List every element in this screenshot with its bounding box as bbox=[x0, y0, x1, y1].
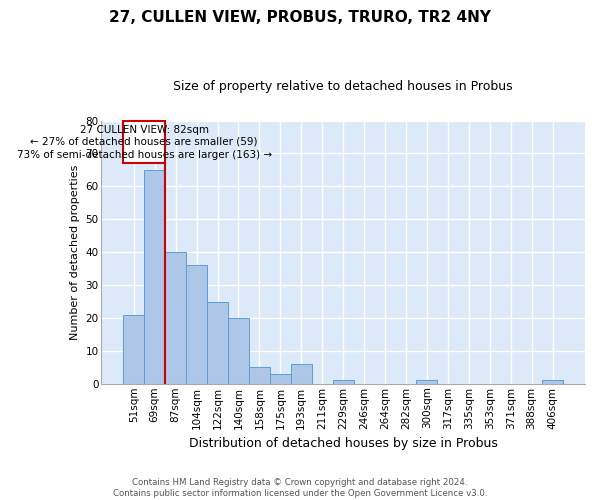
Bar bbox=[416, 380, 437, 384]
Text: 27 CULLEN VIEW: 82sqm: 27 CULLEN VIEW: 82sqm bbox=[80, 125, 209, 135]
Bar bbox=[228, 318, 249, 384]
Bar bbox=[144, 170, 165, 384]
Bar bbox=[291, 364, 312, 384]
Bar bbox=[165, 252, 186, 384]
Bar bbox=[249, 368, 270, 384]
Bar bbox=[186, 266, 207, 384]
Text: 27, CULLEN VIEW, PROBUS, TRURO, TR2 4NY: 27, CULLEN VIEW, PROBUS, TRURO, TR2 4NY bbox=[109, 10, 491, 25]
Bar bbox=[207, 302, 228, 384]
Bar bbox=[332, 380, 353, 384]
Bar bbox=[123, 314, 144, 384]
Y-axis label: Number of detached properties: Number of detached properties bbox=[70, 164, 80, 340]
Text: Contains HM Land Registry data © Crown copyright and database right 2024.
Contai: Contains HM Land Registry data © Crown c… bbox=[113, 478, 487, 498]
Title: Size of property relative to detached houses in Probus: Size of property relative to detached ho… bbox=[173, 80, 513, 93]
Text: ← 27% of detached houses are smaller (59): ← 27% of detached houses are smaller (59… bbox=[31, 137, 258, 147]
Bar bbox=[542, 380, 563, 384]
Text: 73% of semi-detached houses are larger (163) →: 73% of semi-detached houses are larger (… bbox=[17, 150, 272, 160]
Bar bbox=[270, 374, 291, 384]
Bar bbox=[123, 120, 165, 164]
X-axis label: Distribution of detached houses by size in Probus: Distribution of detached houses by size … bbox=[189, 437, 497, 450]
